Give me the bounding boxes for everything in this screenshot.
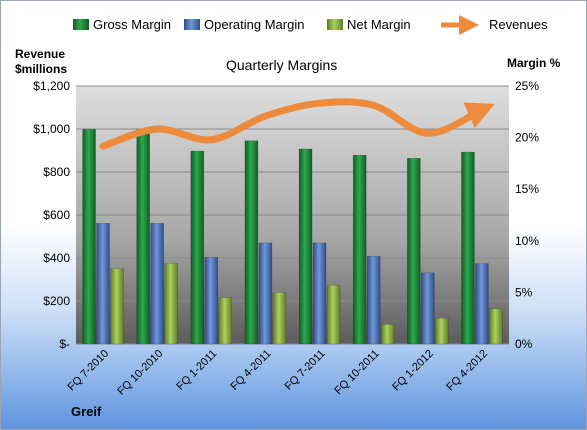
bar-gross-margin (190, 150, 205, 345)
category-tick-label: FQ 4-2012 (444, 348, 490, 394)
right-tick-label: 20% (515, 131, 539, 145)
company-label: Greif (71, 404, 102, 419)
bar-operating-margin (366, 256, 381, 345)
legend: Gross Margin Operating Margin Net Margin… (73, 15, 548, 35)
legend-swatch-operating-margin (184, 19, 200, 30)
legend-label-gross-margin: Gross Margin (93, 17, 171, 32)
chart-title: Quarterly Margins (226, 57, 337, 73)
bar-gross-margin (82, 129, 96, 345)
category-axis: FQ 7-2010 FQ 10-2010 FQ 1-2011 FQ 4-2011 FQ … (66, 348, 491, 398)
left-tick-label: $- (59, 337, 70, 351)
right-tick-label: 15% (515, 182, 539, 196)
bar-net-margin (110, 268, 124, 345)
left-tick-label: $1,200 (33, 79, 70, 93)
bar-gross-margin (244, 140, 259, 345)
bar-net-margin (489, 308, 503, 345)
bar-net-margin (435, 317, 449, 345)
bar-operating-margin (312, 242, 327, 345)
bar-series (82, 129, 503, 345)
bar-net-margin (326, 284, 341, 345)
bar-operating-margin (96, 223, 110, 345)
bar-gross-margin (407, 157, 421, 345)
left-axis-title: Revenue $millions (15, 47, 67, 76)
legend-label-operating-margin: Operating Margin (204, 17, 304, 32)
bar-operating-margin (150, 223, 164, 345)
bar-net-margin (380, 324, 395, 345)
legend-label-revenues: Revenues (489, 17, 548, 32)
bar-net-margin (164, 263, 178, 345)
right-tick-label: 25% (515, 79, 539, 93)
right-tick-label: 10% (515, 234, 539, 248)
bar-operating-margin (204, 257, 219, 345)
right-tick-label: 0% (515, 337, 533, 351)
bar-gross-margin (352, 154, 367, 345)
category-tick-label: FQ 10-2011 (332, 348, 381, 397)
right-axis: 0% 5% 10% 15% 20% 25% (515, 79, 539, 351)
category-tick-label: FQ 4-2011 (228, 348, 273, 393)
bar-gross-margin (136, 129, 150, 345)
left-tick-label: $400 (43, 251, 70, 265)
left-tick-label: $600 (43, 208, 70, 222)
left-axis: $- $200 $400 $600 $800 $1,000 $1,200 (33, 79, 70, 351)
right-tick-label: 5% (515, 285, 533, 299)
right-axis-title: Margin % (507, 56, 561, 70)
bar-net-margin (218, 297, 233, 345)
bar-gross-margin (298, 148, 313, 345)
revenue-line-series (99, 98, 495, 150)
bar-operating-margin (475, 263, 489, 345)
bar-operating-margin (421, 272, 435, 345)
category-tick-label: FQ 7-2011 (283, 348, 328, 393)
legend-label-net-margin: Net Margin (347, 17, 411, 32)
bar-operating-margin (258, 242, 273, 345)
left-tick-label: $800 (43, 165, 70, 179)
category-tick-label: FQ 7-2010 (66, 348, 112, 394)
category-tick-label: FQ 1-2012 (390, 348, 436, 394)
legend-swatch-gross-margin (73, 19, 89, 30)
category-tick-label: FQ 1-2011 (174, 348, 219, 393)
left-tick-label: $200 (43, 294, 70, 308)
legend-swatch-net-margin (327, 19, 343, 30)
revenue-line (99, 98, 495, 150)
bar-net-margin (272, 292, 287, 345)
left-tick-label: $1,000 (33, 122, 70, 136)
category-tick-label: FQ 10-2010 (115, 348, 165, 398)
bar-gross-margin (461, 151, 475, 345)
